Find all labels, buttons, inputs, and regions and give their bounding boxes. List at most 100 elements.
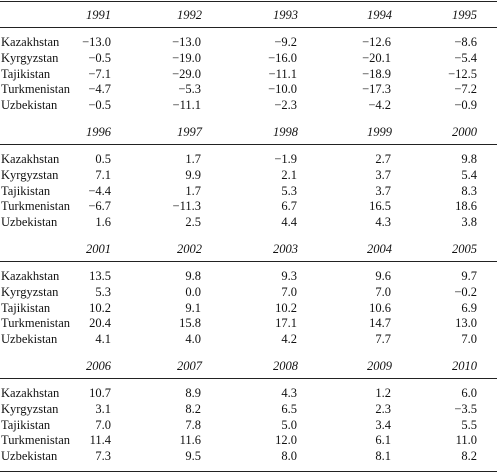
country-label: Uzbekistan — [1, 215, 58, 230]
header-rule — [0, 144, 497, 145]
year-header: 2001 — [86, 242, 111, 256]
growth-value-cell: 8.1 — [375, 449, 391, 464]
growth-value-cell: 6.7 — [281, 199, 297, 214]
country-label: Uzbekistan — [1, 449, 58, 464]
period-block: 2006 2007 2008 2009 2010 Kazakhstan 10.7 8.9 4.3… — [0, 356, 497, 471]
growth-value-cell: 8.9 — [185, 386, 201, 400]
growth-value-cell: 8.0 — [281, 449, 297, 464]
growth-value-cell: −11.1 — [268, 66, 297, 81]
year-header: 1994 — [367, 8, 392, 22]
growth-value-cell: 13.5 — [89, 269, 111, 283]
growth-value-cell: 2.3 — [375, 401, 391, 416]
growth-value-cell: −0.5 — [88, 98, 111, 113]
country-label: Tajikistan — [1, 300, 51, 315]
header-rule — [0, 261, 497, 262]
growth-value-cell: 2.7 — [375, 152, 391, 166]
growth-value-cell: 3.1 — [95, 401, 111, 416]
growth-value-cell: −10.0 — [268, 82, 297, 97]
growth-value-cell: −3.5 — [454, 401, 477, 416]
growth-value-cell: 9.1 — [185, 300, 201, 315]
country-label: Kazakhstan — [1, 269, 60, 283]
country-label: Kazakhstan — [1, 35, 60, 49]
growth-value-cell: 4.1 — [95, 332, 111, 347]
year-header: 1996 — [86, 125, 111, 139]
growth-value-cell: 9.6 — [375, 269, 391, 283]
growth-value-cell: 8.2 — [185, 401, 201, 416]
growth-value-cell: −9.2 — [274, 35, 297, 49]
growth-value-cell: −7.2 — [454, 82, 477, 97]
country-label: Uzbekistan — [1, 332, 58, 347]
period-block: 1991 1992 1993 1994 1995 Kazakhstan −13.0 −13.0… — [0, 5, 497, 120]
table-bottom-rule — [0, 471, 497, 472]
growth-value-cell: 7.1 — [95, 167, 111, 182]
growth-value-cell: −1.9 — [274, 152, 297, 166]
growth-value-cell: 3.7 — [375, 183, 391, 198]
growth-value-cell: −4.7 — [88, 82, 111, 97]
year-header: 2002 — [177, 242, 202, 256]
growth-value-cell: 8.3 — [461, 183, 477, 198]
year-header: 1995 — [452, 8, 477, 22]
growth-value-cell: 18.6 — [455, 199, 477, 214]
year-header: 1997 — [177, 125, 202, 139]
year-header: 1991 — [86, 8, 111, 22]
growth-value-cell: −0.9 — [454, 98, 477, 113]
growth-value-cell: 15.8 — [179, 316, 201, 331]
growth-value-cell: 5.0 — [281, 417, 297, 432]
growth-value-cell: 16.5 — [369, 199, 391, 214]
growth-value-cell: −12.6 — [362, 35, 391, 49]
country-label: Kazakhstan — [1, 152, 60, 166]
growth-value-cell: 9.9 — [185, 167, 201, 182]
growth-value-cell: −8.6 — [454, 35, 477, 49]
growth-value-cell: 4.0 — [185, 332, 201, 347]
growth-value-cell: 7.0 — [281, 284, 297, 299]
year-header: 2000 — [452, 125, 477, 139]
growth-value-cell: 7.0 — [95, 417, 111, 432]
year-header: 2005 — [452, 242, 477, 256]
period-block: 2001 2002 2003 2004 2005 Kazakhstan 13.5 9.8 9.3… — [0, 239, 497, 354]
growth-value-cell: −20.1 — [362, 50, 391, 65]
growth-value-cell: 5.3 — [281, 183, 297, 198]
growth-value-cell: −2.3 — [274, 98, 297, 113]
growth-value-cell: 10.2 — [275, 300, 297, 315]
growth-value-cell: 7.3 — [95, 449, 111, 464]
growth-value-cell: 9.8 — [185, 269, 201, 283]
growth-value-cell: 7.0 — [461, 332, 477, 347]
growth-value-cell: −12.5 — [448, 66, 477, 81]
growth-value-cell: 6.5 — [281, 401, 297, 416]
growth-value-cell: 4.4 — [281, 215, 297, 230]
country-label: Turkmenistan — [1, 433, 70, 448]
growth-value-cell: −4.2 — [368, 98, 391, 113]
growth-value-cell: 5.4 — [461, 167, 477, 182]
country-label: Kyrgyzstan — [1, 167, 59, 182]
country-label: Tajikistan — [1, 183, 51, 198]
growth-value-cell: −29.0 — [172, 66, 201, 81]
year-header: 1998 — [273, 125, 298, 139]
growth-value-cell: 3.7 — [375, 167, 391, 182]
year-header: 2010 — [452, 359, 477, 373]
growth-value-cell: 17.1 — [275, 316, 297, 331]
growth-value-cell: 20.4 — [89, 316, 111, 331]
growth-value-cell: 14.7 — [369, 316, 391, 331]
country-label: Uzbekistan — [1, 98, 58, 113]
growth-value-cell: −5.3 — [178, 82, 201, 97]
growth-value-cell: 12.0 — [275, 433, 297, 448]
growth-value-cell: 1.7 — [185, 152, 201, 166]
year-header: 1993 — [273, 8, 298, 22]
growth-value-cell: 11.0 — [455, 433, 477, 448]
growth-value-cell: 4.2 — [281, 332, 297, 347]
growth-value-cell: 2.1 — [281, 167, 297, 182]
growth-value-cell: 11.4 — [89, 433, 111, 448]
growth-value-cell: 9.7 — [461, 269, 477, 283]
growth-value-cell: 1.2 — [375, 386, 391, 400]
growth-value-cell: −18.9 — [362, 66, 391, 81]
growth-value-cell: −7.1 — [88, 66, 111, 81]
country-label: Turkmenistan — [1, 316, 70, 331]
table-top-rule — [0, 1, 497, 2]
growth-value-cell: 7.0 — [375, 284, 391, 299]
growth-value-cell: −4.4 — [88, 183, 111, 198]
country-label: Kyrgyzstan — [1, 401, 59, 416]
growth-value-cell: −16.0 — [268, 50, 297, 65]
growth-value-cell: −0.5 — [88, 50, 111, 65]
header-rule — [0, 378, 497, 379]
